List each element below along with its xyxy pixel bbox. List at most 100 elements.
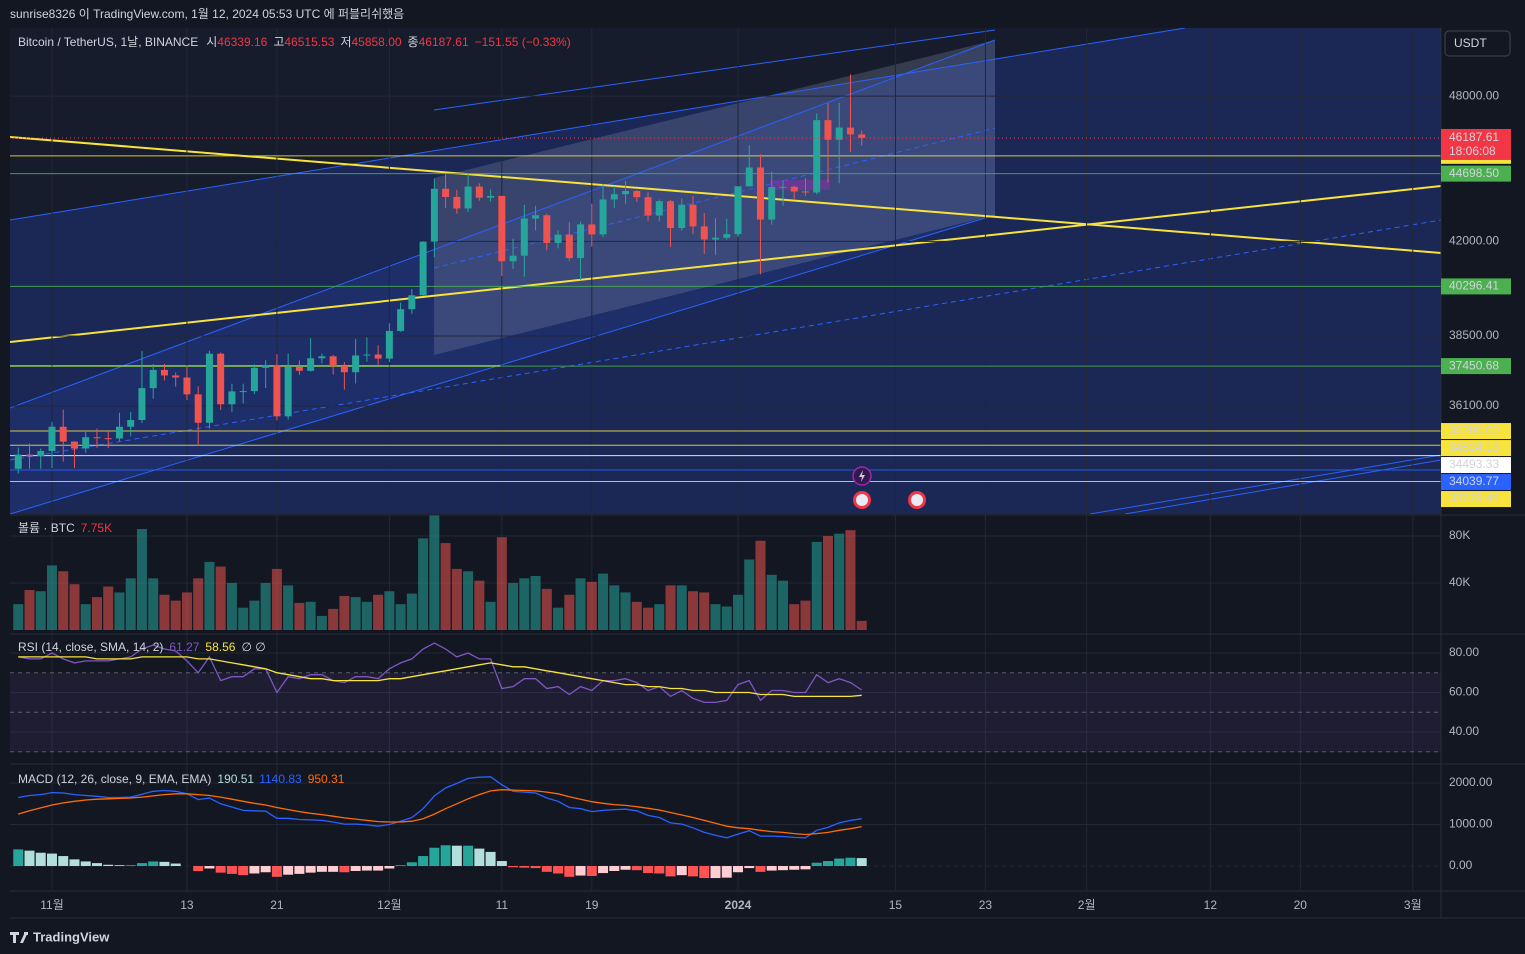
countdown: 18:06:08 [1449,144,1496,158]
candle-body [250,367,258,392]
macd-histogram [856,858,867,867]
y-tick-label: 48000.00 [1449,88,1499,102]
candle-body [430,188,438,242]
channel-line [1089,454,1441,514]
candle-body [307,358,315,371]
volume-bar [406,593,417,630]
macd-histogram [699,866,710,879]
volume-bar [845,530,856,630]
change: −151.55 (−0.33%) [475,35,571,49]
macd-histogram [328,866,339,872]
macd-histogram [496,861,507,867]
x-tick-label: 11월 [40,898,64,912]
volume-bar [732,594,743,630]
candle-body [93,437,101,439]
volume-bar [80,604,91,630]
x-tick-label: 21 [270,898,284,912]
volume-bar [226,583,237,630]
y-tick-label: 60.00 [1449,685,1479,699]
volume-bar [294,602,305,630]
macd-histogram [395,865,406,867]
volume-bar [598,573,609,630]
macd-histogram [159,861,170,867]
footer-logo: TradingView [10,929,110,944]
channel-fill [10,28,1441,514]
macd-legend: MACD (12, 26, close, 9, EMA, EMA) 190.51 1… [18,772,345,786]
volume-bar [688,591,699,630]
candle-body [487,195,495,198]
rsi-flags: ∅ ∅ [241,640,265,654]
candle-body [273,365,281,417]
volume-bar [485,601,496,630]
volume-legend: 볼륨 · BTC 7.75K [18,521,112,535]
candle-body [745,167,753,187]
candle-body [239,391,247,393]
macd-histogram [485,851,496,867]
volume-bar [373,594,384,630]
volume-bar [474,580,485,630]
macd-histogram [553,866,564,874]
volume-bar [24,590,35,630]
volume-bar [91,597,102,630]
level-label: 34824.13 [1449,440,1499,454]
ohlc-key: 고 [273,35,284,49]
macd-histogram [845,857,856,867]
volume-bar [193,578,204,630]
candle-body [768,187,776,220]
macd-histogram [800,866,811,870]
candle-body [37,450,45,457]
signal-value: 950.31 [308,772,345,786]
macd-histogram [91,863,102,867]
channel-line [433,29,996,111]
macd-histogram [46,853,57,867]
candle-body [228,391,236,405]
macd-histogram [193,866,204,871]
volume-value: 7.75K [81,521,112,535]
volume-bar [643,607,654,630]
level-label: 34039.77 [1449,474,1499,488]
highlight-box [770,180,830,190]
macd-histogram [440,845,451,867]
candle-body [419,241,427,296]
ohlc-value: 46515.53 [284,35,334,49]
volume-bar [586,581,597,630]
candle-body [577,224,585,259]
candle-body [565,234,573,259]
candle-body [340,366,348,373]
x-tick-label: 12월 [377,898,401,912]
macd-histogram [103,864,114,867]
level-label: 34493.33 [1449,457,1499,471]
volume-bar [541,588,552,630]
ohlc-value: 46339.16 [217,35,267,49]
volume-bar [136,528,147,630]
ohlc-key: 시 [206,35,217,49]
rsi-value: 61.27 [169,640,199,654]
channel-mid [10,219,1441,461]
candle-body [520,218,528,256]
macd-histogram [451,845,462,867]
marks [10,514,1441,879]
x-tick-label: 2월 [1078,898,1096,912]
volume-bar [283,585,294,630]
candles [10,74,1441,483]
volume-bar [463,571,474,630]
candle-body [408,295,416,310]
macd-histogram [721,866,732,878]
macd-histogram [643,866,654,874]
volume-bar [564,594,575,630]
y-tick-label: 36100.00 [1449,398,1499,412]
x-tick-label: 15 [889,898,903,912]
volume-bar [384,591,395,630]
currency-button[interactable] [1444,30,1511,57]
candle-body [712,237,720,240]
macd-histogram [271,866,282,877]
y-tick-label: 80.00 [1449,645,1479,659]
macd-title: MACD (12, 26, close, 9, EMA, EMA) [18,772,211,786]
indicator-line [18,656,862,698]
x-tick-label: 12 [1204,898,1218,912]
macd-histogram [58,856,69,867]
legend: Bitcoin / TetherUS, 1날, BINANCE 시46339.16… [18,35,571,786]
volume-bar [328,608,339,630]
macd-histogram [575,866,586,876]
volume-bar [676,585,687,630]
